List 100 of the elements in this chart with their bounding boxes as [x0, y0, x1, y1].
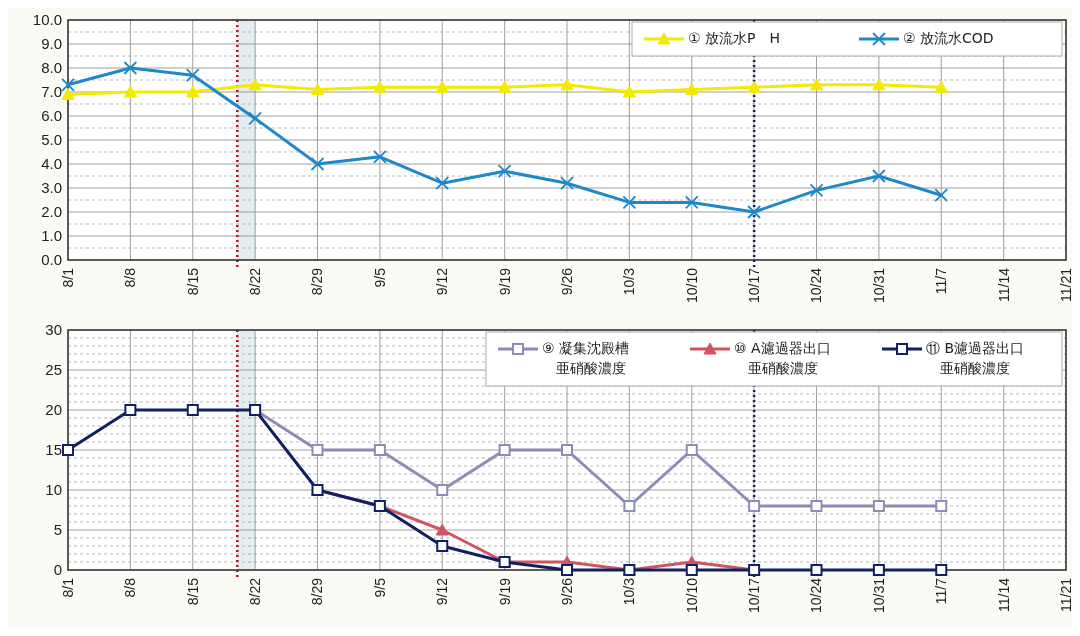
point — [435, 80, 449, 93]
x-tick-label: 10/24 — [808, 267, 825, 304]
y-tick-label: 7.0 — [41, 83, 62, 101]
x-tick-label: 8/1 — [59, 577, 76, 598]
x-tick-label: 9/12 — [434, 577, 451, 606]
x-tick-label: 10/31 — [870, 267, 887, 304]
y-tick-label: 5 — [53, 521, 62, 539]
point — [186, 85, 200, 98]
x-tick-label: 9/26 — [558, 267, 575, 296]
point — [123, 85, 137, 98]
point — [436, 540, 449, 552]
point — [373, 80, 387, 93]
point — [747, 80, 761, 93]
x-tick-label: 10/3 — [621, 267, 638, 296]
point — [561, 444, 573, 456]
point — [872, 564, 885, 576]
y-tick-label: 9.0 — [41, 35, 62, 53]
y-tick-label: 5.0 — [41, 131, 62, 149]
point — [684, 195, 699, 210]
point — [872, 500, 885, 512]
x-tick-label: 11/14 — [995, 577, 1012, 612]
x-tick-label: 10/24 — [808, 577, 825, 614]
point — [935, 564, 948, 576]
point — [311, 444, 324, 456]
point — [685, 564, 698, 576]
point — [810, 564, 823, 576]
y-tick-label: 2.0 — [41, 203, 62, 221]
point — [185, 68, 200, 83]
x-tick-label: 11/7 — [933, 267, 950, 295]
x-tick-label: 10/10 — [683, 267, 700, 304]
point — [685, 444, 698, 456]
legend-label: ⑩ A濾過器出口亜硝酸濃度 — [734, 340, 831, 376]
x-tick-label: 9/5 — [371, 577, 388, 598]
y-tick-label: 10.0 — [32, 11, 62, 29]
y-tick-label: 6.0 — [41, 107, 62, 125]
y-tick-label: 30 — [45, 321, 62, 339]
point — [123, 61, 138, 75]
x-tick-label: 8/8 — [122, 577, 139, 598]
point — [623, 500, 636, 512]
point — [497, 164, 512, 179]
x-tick-label: 9/5 — [371, 267, 388, 288]
x-tick-label: 9/26 — [558, 577, 575, 606]
x-tick-label: 10/31 — [870, 577, 887, 614]
point — [622, 195, 637, 210]
x-tick-label: 11/21 — [1057, 577, 1074, 612]
point — [310, 157, 325, 171]
point — [809, 183, 824, 198]
point — [561, 564, 573, 576]
point — [560, 78, 574, 91]
point — [560, 176, 574, 191]
y-tick-label: 20 — [45, 401, 62, 419]
x-tick-label: 8/1 — [59, 267, 76, 288]
x-tick-label: 11/7 — [933, 577, 950, 605]
legend-label: ① 放流水P H — [688, 30, 780, 46]
point — [934, 80, 948, 93]
point — [436, 484, 449, 496]
y-tick-label: 15 — [45, 441, 62, 459]
legend-label: ② 放流水COD — [903, 30, 994, 46]
point — [934, 188, 949, 203]
point — [61, 87, 75, 100]
y-tick-label: 0.0 — [41, 251, 62, 269]
point — [248, 78, 262, 91]
x-tick-label: 9/19 — [496, 267, 513, 296]
point — [186, 404, 199, 416]
point — [810, 500, 823, 512]
y-tick-label: 25 — [45, 361, 62, 379]
point — [810, 78, 823, 91]
x-tick-label: 11/14 — [995, 267, 1012, 302]
x-tick-label: 10/3 — [621, 577, 638, 606]
y-tick-label: 0 — [53, 561, 62, 579]
point — [435, 176, 450, 191]
point — [498, 80, 512, 93]
point — [373, 444, 386, 456]
point — [311, 83, 324, 96]
point — [498, 444, 511, 456]
point — [748, 500, 761, 512]
point — [872, 78, 886, 91]
y-tick-label: 10 — [45, 481, 62, 499]
point — [248, 111, 263, 126]
x-tick-label: 9/19 — [496, 577, 513, 606]
x-tick-label: 8/22 — [247, 577, 264, 606]
x-tick-label: 10/17 — [746, 267, 763, 304]
y-tick-label: 8.0 — [41, 59, 62, 77]
y-tick-label: 4.0 — [41, 155, 62, 173]
point — [622, 85, 636, 98]
point — [124, 404, 137, 416]
y-tick-label: 1.0 — [41, 227, 62, 245]
x-tick-label: 10/17 — [746, 577, 763, 614]
point — [372, 149, 387, 164]
x-tick-label: 8/15 — [184, 577, 201, 606]
x-tick-label: 10/10 — [683, 577, 700, 614]
x-tick-label: 11/21 — [1057, 267, 1074, 302]
point — [435, 523, 449, 536]
x-tick-label: 8/15 — [184, 267, 201, 296]
legend-label: ⑨ 凝集沈殿槽亜硝酸濃度 — [542, 340, 630, 376]
point — [62, 444, 74, 456]
y-tick-label: 3.0 — [41, 179, 62, 197]
point — [935, 500, 948, 512]
x-tick-label: 8/29 — [309, 577, 326, 606]
x-tick-label: 8/29 — [309, 267, 326, 296]
